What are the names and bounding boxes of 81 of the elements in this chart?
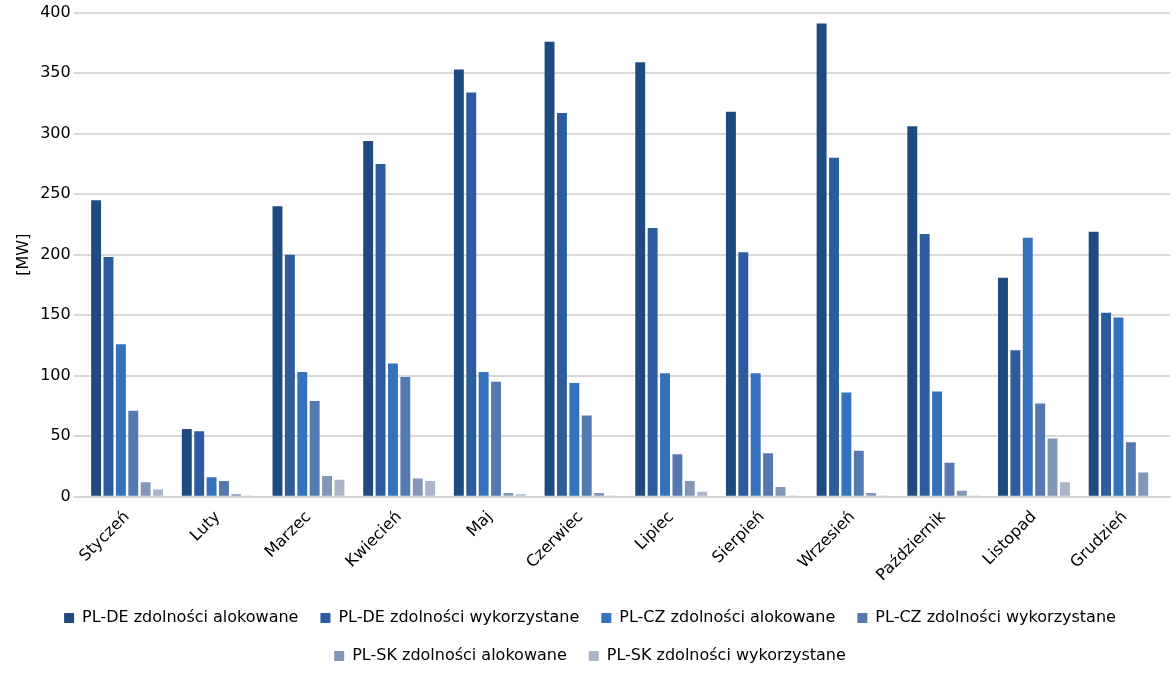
legend-label: PL-DE zdolności alokowane — [82, 607, 299, 627]
bar — [684, 480, 695, 496]
bar — [1101, 312, 1112, 496]
bar — [816, 23, 827, 496]
y-tick-label: 250 — [40, 183, 71, 203]
bar — [556, 113, 567, 496]
bar — [140, 482, 151, 496]
bar — [128, 410, 139, 496]
bar — [569, 382, 580, 496]
bar — [866, 493, 877, 496]
bar — [998, 277, 1008, 496]
bar — [1035, 403, 1046, 496]
bar — [425, 480, 436, 496]
bar — [660, 373, 670, 496]
bar — [466, 92, 477, 496]
y-tick-label: 150 — [40, 304, 71, 324]
bar — [375, 163, 386, 496]
bar — [763, 453, 774, 496]
bar — [635, 62, 646, 496]
bar — [363, 140, 374, 496]
bar — [697, 491, 708, 496]
bar — [453, 69, 464, 496]
bar — [181, 428, 192, 496]
legend-label: PL-DE zdolności wykorzystane — [338, 607, 580, 627]
bar — [956, 490, 967, 496]
bar — [1125, 442, 1136, 496]
y-tick-label: 400 — [40, 1, 71, 21]
bar — [1059, 482, 1070, 496]
bar — [412, 478, 423, 496]
bar — [1138, 472, 1149, 496]
bar — [672, 454, 683, 496]
y-tick-label: 0 — [60, 485, 71, 505]
bar — [491, 381, 501, 496]
bar — [1047, 438, 1058, 496]
bar — [738, 252, 749, 496]
bar — [103, 257, 114, 496]
bar — [503, 493, 514, 496]
bar — [284, 254, 295, 496]
y-axis-title: [MW] — [12, 233, 32, 276]
y-tick-label: 50 — [50, 425, 71, 445]
bar — [206, 477, 217, 496]
bar — [775, 487, 786, 496]
bar — [1113, 317, 1124, 496]
bar — [387, 363, 398, 496]
bar — [478, 372, 489, 496]
bar — [309, 401, 320, 496]
bar — [322, 476, 333, 496]
bar — [1022, 237, 1033, 496]
bar — [750, 373, 761, 496]
bar — [829, 157, 839, 496]
bar — [91, 200, 102, 496]
bar — [647, 228, 658, 496]
bar — [919, 234, 930, 496]
bar — [272, 206, 283, 496]
bar — [219, 480, 229, 496]
x-tick-label: Maj — [462, 506, 496, 541]
bar — [1010, 350, 1021, 496]
bar — [907, 126, 918, 496]
bar — [334, 479, 345, 496]
y-tick-label: 350 — [40, 62, 71, 82]
legend-label: PL-CZ zdolności wykorzystane — [875, 607, 1116, 627]
bar — [944, 462, 955, 496]
bar — [853, 450, 864, 496]
bar — [194, 431, 205, 496]
bar — [153, 489, 164, 496]
bar — [594, 493, 605, 496]
bar — [581, 415, 592, 496]
bar — [297, 372, 308, 496]
bar — [544, 41, 555, 496]
y-tick-label: 100 — [40, 364, 71, 384]
bar — [115, 344, 126, 496]
bar — [725, 111, 736, 496]
bar — [932, 391, 943, 496]
bar — [400, 376, 411, 496]
bar — [841, 392, 852, 496]
y-tick-label: 200 — [40, 243, 71, 263]
legend-label: PL-SK zdolności wykorzystane — [606, 645, 846, 665]
bar — [1088, 231, 1099, 496]
y-tick-label: 300 — [40, 122, 71, 142]
legend-label: PL-SK zdolności alokowane — [352, 645, 567, 665]
legend-label: PL-CZ zdolności alokowane — [619, 607, 836, 627]
